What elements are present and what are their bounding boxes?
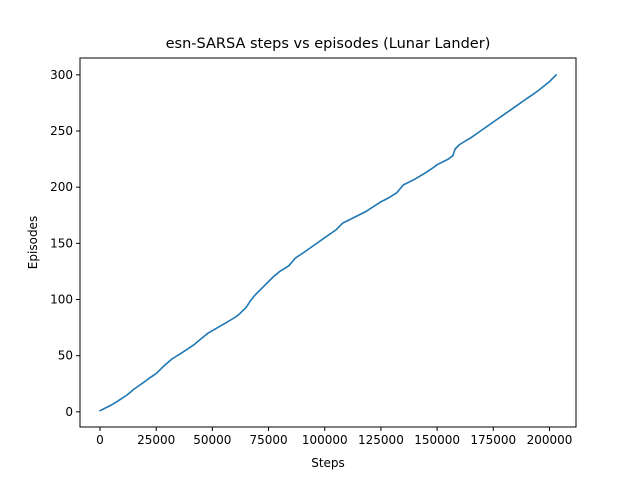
x-tick-label: 100000 xyxy=(302,433,348,447)
y-axis-label: Episodes xyxy=(26,216,40,269)
y-tick-label: 300 xyxy=(50,68,73,82)
x-axis-ticks: 0 25000 50000 75000 100000 125000 150000 175000… xyxy=(96,427,572,447)
chart-title: esn-SARSA steps vs episodes (Lunar Lande… xyxy=(166,36,491,52)
x-tick-label: 175000 xyxy=(470,433,516,447)
y-axis-ticks: 0 50 100 150 200 250 300 xyxy=(50,68,80,419)
x-tick-label: 50000 xyxy=(193,433,231,447)
x-tick-label: 125000 xyxy=(358,433,404,447)
series-line xyxy=(99,74,558,412)
x-tick-label: 75000 xyxy=(249,433,287,447)
plot-area-frame xyxy=(79,57,577,428)
y-tick-label: 150 xyxy=(50,236,73,250)
x-tick-label: 0 xyxy=(96,433,104,447)
y-tick-label: 0 xyxy=(65,405,73,419)
y-tick-label: 50 xyxy=(58,349,73,363)
y-tick-label: 200 xyxy=(50,180,73,194)
x-tick-label: 25000 xyxy=(137,433,175,447)
x-tick-label: 150000 xyxy=(414,433,460,447)
y-tick-label: 100 xyxy=(50,293,73,307)
series-layer xyxy=(99,74,558,412)
y-tick-label: 250 xyxy=(50,124,73,138)
x-axis-label: Steps xyxy=(311,456,345,470)
x-tick-label: 200000 xyxy=(527,433,573,447)
